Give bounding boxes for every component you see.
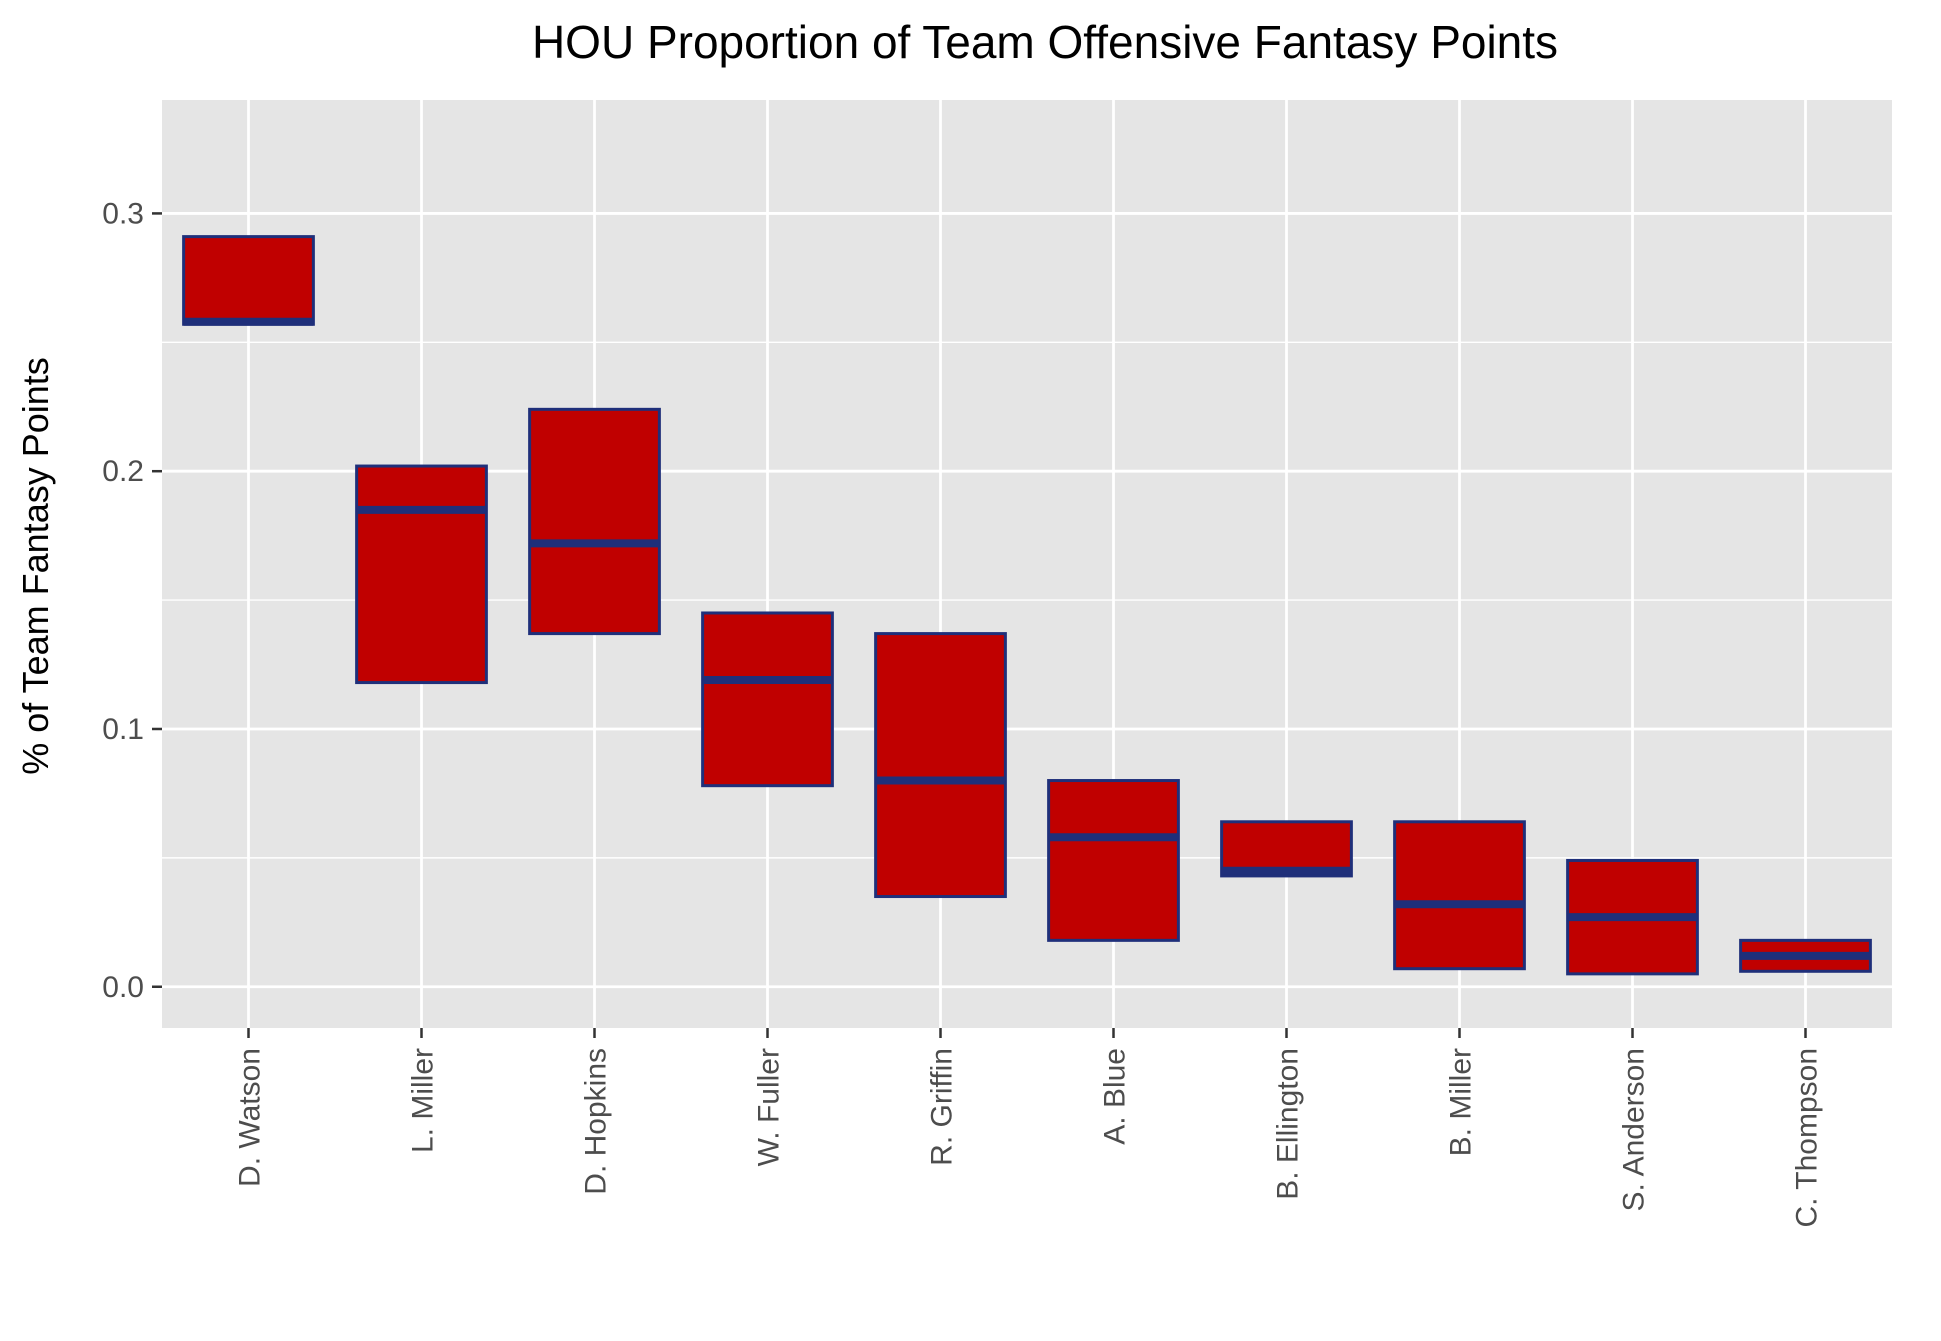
y-tick-label: 0.3 (102, 197, 144, 230)
crossbar-box-l-miller (355, 464, 488, 685)
y-axis-title: % of Team Fantasy Points (15, 357, 56, 775)
y-tick-label: 0.1 (102, 713, 144, 746)
crossbar-box-d-hopkins (528, 407, 661, 636)
crossbar-box-r-griffin (874, 632, 1007, 899)
plot-area: 0.0 0.1 0.2 0.3 D. Watson L. Miller D. Hopkins… (102, 100, 1892, 1228)
x-tick-label: R. Griffin (926, 1048, 959, 1166)
x-tick-label: S. Anderson (1618, 1048, 1651, 1211)
x-tick-label: W. Fuller (753, 1048, 786, 1166)
crossbar-box-a-blue (1047, 779, 1180, 942)
x-tick-label: C. Thompson (1791, 1048, 1824, 1228)
crossbar-box-b-miller (1393, 820, 1526, 971)
x-tick-label: D. Hopkins (580, 1048, 613, 1195)
crossbar-box-w-fuller (701, 611, 834, 788)
y-tick-label: 0.0 (102, 971, 144, 1004)
chart-title: HOU Proportion of Team Offensive Fantasy… (532, 16, 1558, 68)
crossbar-box-d-watson (182, 235, 315, 326)
y-tick-label: 0.2 (102, 455, 144, 488)
x-tick-label: L. Miller (407, 1048, 440, 1153)
x-tick-label: B. Ellington (1272, 1048, 1305, 1200)
x-tick-label: A. Blue (1099, 1048, 1132, 1145)
x-tick-label: B. Miller (1445, 1048, 1478, 1156)
x-tick-label: D. Watson (234, 1048, 267, 1187)
